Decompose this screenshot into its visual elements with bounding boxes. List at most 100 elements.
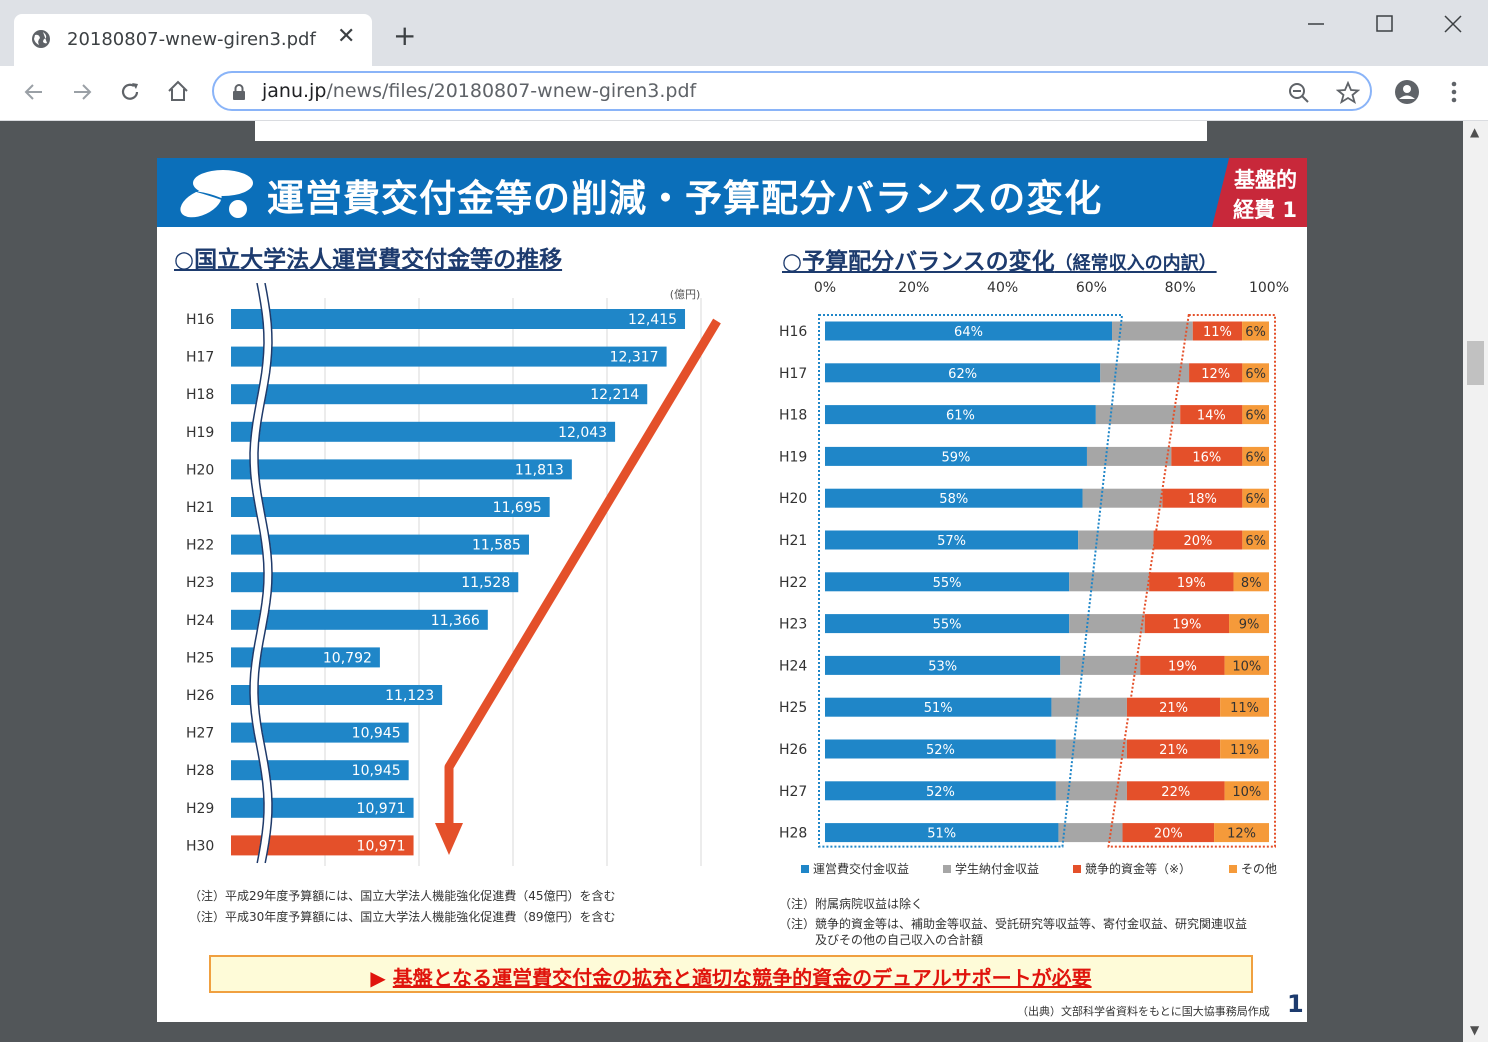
bar xyxy=(231,722,409,743)
stacked-segment xyxy=(825,781,1056,801)
badge-line1: 基盤的 xyxy=(1234,168,1297,192)
segment-label: 51% xyxy=(924,701,953,716)
x-tick-label: 0% xyxy=(814,280,836,296)
account-icon[interactable] xyxy=(1394,79,1420,105)
segment-label: 6% xyxy=(1245,450,1266,465)
scroll-up-icon[interactable]: ▲ xyxy=(1470,125,1480,139)
value-label: 10,971 xyxy=(357,801,406,817)
stacked-segment xyxy=(1055,781,1127,801)
x-tick-label: 100% xyxy=(1249,280,1289,296)
scrollbar[interactable]: ▲ ▼ xyxy=(1463,121,1488,1042)
segment-label: 6% xyxy=(1245,534,1266,549)
lock-icon[interactable] xyxy=(232,84,246,100)
x-tick-label: 40% xyxy=(987,280,1018,296)
stacked-segment xyxy=(1126,697,1221,717)
category-label: H28 xyxy=(186,763,214,779)
decline-arrow-head xyxy=(435,823,463,855)
segment-label: 11% xyxy=(1230,743,1259,758)
forward-icon[interactable] xyxy=(70,80,94,104)
segment-label: 20% xyxy=(1154,827,1183,842)
pdf-page: 運営費交付金等の削減・予算配分バランスの変化 基盤的 経費 1 ○国立大学法人運… xyxy=(157,158,1307,1022)
right-section-subtitle: （経常収入の内訳） xyxy=(1054,253,1217,274)
value-label: 11,585 xyxy=(472,538,521,554)
banner-label: 基盤となる運営費交付金の拡充と適切な競争的資金のデュアルサポートが必要 xyxy=(392,966,1092,990)
bar xyxy=(231,797,414,818)
category-label: H21 xyxy=(779,533,807,549)
segment-label: 8% xyxy=(1241,576,1262,591)
stacked-segment xyxy=(1242,446,1269,466)
segment-label: 58% xyxy=(939,492,968,507)
category-label: H20 xyxy=(779,491,807,507)
stacked-segment xyxy=(825,363,1101,383)
segment-label: 57% xyxy=(937,534,966,549)
category-label: H25 xyxy=(186,650,214,666)
category-label: H19 xyxy=(779,449,807,465)
value-label: 11,123 xyxy=(385,688,434,704)
value-label: 12,214 xyxy=(590,387,639,403)
stacked-segment xyxy=(1086,446,1172,466)
tab-close-icon[interactable]: ✕ xyxy=(337,24,356,49)
url-text[interactable]: janu.jp/news/files/20180807-wnew-giren3.… xyxy=(262,80,696,102)
stacked-segment xyxy=(825,572,1070,592)
right-note-1: （注）附属病院収益は除く xyxy=(779,897,924,911)
stacked-segment xyxy=(1233,572,1269,592)
stacked-segment xyxy=(1055,739,1127,759)
category-label: H16 xyxy=(186,312,214,328)
bar xyxy=(231,309,686,329)
segment-label: 20% xyxy=(1184,534,1213,549)
page-number: 1 xyxy=(1287,990,1304,1018)
segment-label: 6% xyxy=(1245,367,1266,382)
stacked-segment xyxy=(1242,530,1269,550)
x-tick-label: 80% xyxy=(1165,280,1196,296)
source-note: （出典）文部科学省資料をもとに国大協事務局作成 xyxy=(1017,1005,1270,1018)
menu-icon[interactable] xyxy=(1450,80,1458,104)
bar xyxy=(231,384,648,405)
bar xyxy=(231,760,409,781)
previous-page xyxy=(255,121,1207,141)
reload-icon[interactable] xyxy=(118,80,142,104)
maximize-icon[interactable] xyxy=(1375,14,1395,34)
stacked-segment xyxy=(1078,530,1154,550)
browser-tab[interactable]: 20180807-wnew-giren3.pdf ✕ xyxy=(14,14,372,66)
tab-strip: 20180807-wnew-giren3.pdf ✕ + xyxy=(0,0,1488,66)
segment-label: 52% xyxy=(926,743,955,758)
scroll-thumb[interactable] xyxy=(1467,341,1484,385)
segment-label: 55% xyxy=(933,618,962,633)
grant-trend-chart: (億円) H16 12,415 H17 12,317 H18 12,214 H19 12,043… xyxy=(186,283,721,866)
bar xyxy=(231,346,667,367)
stacked-segment xyxy=(1224,781,1269,801)
legend-swatch xyxy=(943,865,951,873)
category-label: H24 xyxy=(779,658,807,674)
segment-label: 59% xyxy=(942,450,971,465)
category-label: H29 xyxy=(186,801,214,817)
segment-label: 6% xyxy=(1245,409,1266,424)
segment-label: 21% xyxy=(1159,743,1188,758)
window-close-icon[interactable] xyxy=(1443,14,1463,34)
bookmark-star-icon[interactable] xyxy=(1336,81,1360,105)
legend-label: 学生納付金収益 xyxy=(955,861,1039,876)
segment-label: 19% xyxy=(1172,618,1201,633)
zoom-icon[interactable] xyxy=(1288,82,1310,104)
category-label: H21 xyxy=(186,500,214,516)
new-tab-button[interactable]: + xyxy=(393,19,417,52)
address-bar[interactable]: janu.jp/news/files/20180807-wnew-giren3.… xyxy=(212,71,1372,111)
left-note-1: （注）平成29年度予算額には、国立大学法人機能強化促進費（45億円）を含む xyxy=(189,889,616,903)
category-label: H27 xyxy=(779,784,807,800)
category-label: H26 xyxy=(186,688,214,704)
stacked-segment xyxy=(1122,823,1215,843)
category-label: H18 xyxy=(186,387,214,403)
stacked-segment xyxy=(1153,530,1243,550)
back-icon[interactable] xyxy=(22,80,46,104)
segment-label: 19% xyxy=(1177,576,1206,591)
minimize-icon[interactable] xyxy=(1306,14,1326,34)
scroll-down-icon[interactable]: ▼ xyxy=(1470,1023,1480,1037)
home-icon[interactable] xyxy=(166,79,190,103)
segment-label: 11% xyxy=(1203,325,1232,340)
stacked-segment xyxy=(825,321,1113,341)
segment-label: 16% xyxy=(1192,450,1221,465)
axis-break-line xyxy=(249,283,265,864)
legend-swatch xyxy=(1073,865,1081,873)
right-section-title: ○予算配分バランスの変化（経常収入の内訳） xyxy=(782,242,1217,276)
bar xyxy=(231,572,519,593)
value-label: 12,415 xyxy=(628,312,677,328)
